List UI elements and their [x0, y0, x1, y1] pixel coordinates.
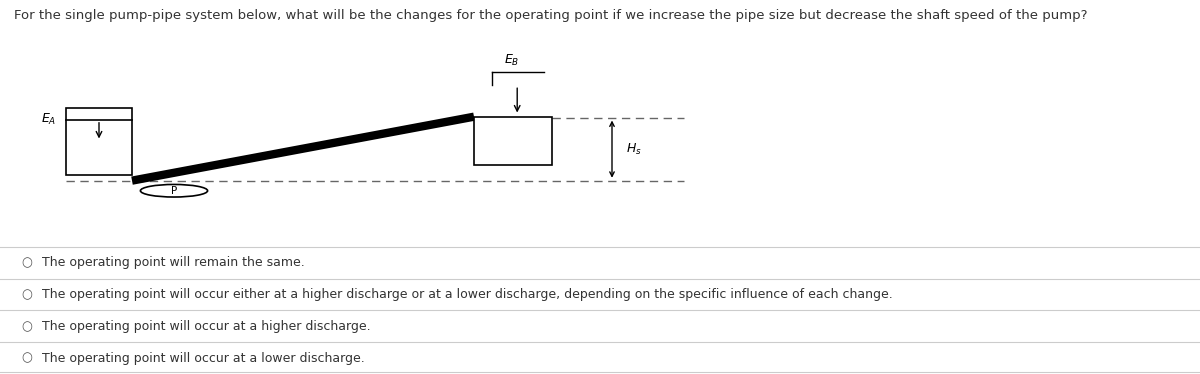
Text: The operating point will occur either at a higher discharge or at a lower discha: The operating point will occur either at… — [42, 288, 893, 301]
Text: The operating point will remain the same.: The operating point will remain the same… — [42, 256, 305, 269]
Text: ○: ○ — [22, 320, 32, 333]
Text: ○: ○ — [22, 256, 32, 269]
Text: $E_A$: $E_A$ — [41, 112, 56, 128]
Text: For the single pump-pipe system below, what will be the changes for the operatin: For the single pump-pipe system below, w… — [14, 9, 1088, 22]
Text: $E_B$: $E_B$ — [504, 53, 520, 68]
Bar — [66, 108, 132, 175]
Text: The operating point will occur at a higher discharge.: The operating point will occur at a high… — [42, 320, 371, 333]
Text: ○: ○ — [22, 288, 32, 301]
Text: The operating point will occur at a lower discharge.: The operating point will occur at a lowe… — [42, 352, 365, 365]
Text: P: P — [170, 186, 178, 196]
Bar — [474, 117, 552, 165]
Text: $H_s$: $H_s$ — [626, 142, 642, 157]
Text: ○: ○ — [22, 352, 32, 365]
Circle shape — [140, 184, 208, 197]
